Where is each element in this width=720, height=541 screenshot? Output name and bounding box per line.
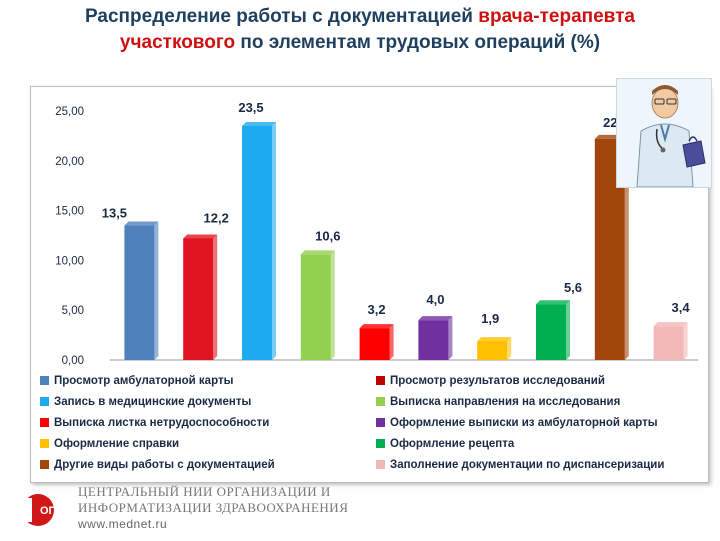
org-name: ЦЕНТРАЛЬНЫЙ НИИ ОРГАНИЗАЦИИ И ИНФОРМАТИЗ… [78, 484, 348, 532]
legend-item: Выписка направления на исследования [376, 393, 620, 411]
bar-value-label: 1,9 [481, 311, 499, 326]
bar-front [242, 125, 272, 360]
bar-top [536, 300, 570, 305]
legend-label: Просмотр результатов исследований [390, 375, 605, 387]
legend-swatch [376, 376, 385, 385]
bar-value-label: 5,6 [564, 280, 582, 295]
bar-front [300, 254, 331, 360]
bar-value-label: 13,5 [102, 206, 127, 221]
legend-swatch [376, 460, 385, 469]
y-tick-label: 0,00 [62, 355, 84, 367]
bar-front [183, 238, 214, 360]
bar-top [300, 250, 335, 255]
bar-side [272, 121, 276, 360]
bar-value-label: 12,2 [204, 210, 229, 225]
legend-item: Заполнение документации по диспансеризац… [376, 456, 664, 474]
legend-swatch [40, 439, 49, 448]
y-tick-label: 15,00 [55, 206, 84, 218]
legend-item: Запись в медицинские документы [40, 393, 251, 411]
legend-swatch [376, 439, 385, 448]
bar [242, 121, 276, 360]
y-tick-label: 5,00 [62, 305, 84, 317]
title-accent-1: врача-терапевта [478, 6, 635, 27]
bar-front [477, 341, 508, 360]
bar-side [683, 322, 688, 360]
legend-item: Выписка листка нетрудоспособности [40, 414, 269, 432]
bar [124, 221, 159, 360]
org-name-line-1: ЦЕНТРАЛЬНЫЙ НИИ ОРГАНИЗАЦИИ И [78, 484, 331, 499]
bar-top [477, 337, 512, 342]
bar-chart: 0,00 5,00 10,00 15,00 20,00 25,00 13,5 12,2 23,… [55, 100, 698, 367]
legend-label: Заполнение документации по диспансеризац… [390, 459, 665, 471]
page-title: Распределение работы с документацией вра… [0, 4, 720, 56]
title-part-4: по элементам трудовых операций (%) [235, 32, 601, 53]
legend-swatch [376, 397, 385, 406]
title-part-1: Распределение работы с документацией [85, 6, 479, 27]
bar-value-label: 3,4 [672, 300, 691, 315]
legend-label: Другие виды работы с документацией [54, 459, 275, 471]
legend-label: Выписка листка нетрудоспособности [54, 417, 270, 429]
bar-top [183, 234, 218, 239]
title-accent-2: участкового [119, 32, 236, 53]
doctor-illustration [616, 78, 712, 188]
legend-item: Просмотр результатов исследований [376, 372, 605, 390]
bar-top [653, 322, 688, 327]
bar-top [359, 324, 394, 329]
legend-item: Оформление выписки из амбулаторной карты [376, 414, 658, 432]
bar-side [448, 316, 453, 360]
bar-value-label: 23,5 [238, 100, 263, 115]
y-tick-label: 25,00 [55, 106, 84, 118]
legend-swatch [40, 397, 49, 406]
bar-side [507, 337, 512, 360]
bar-value-label: 10,6 [315, 228, 340, 243]
bar [359, 324, 394, 360]
bar-front [536, 304, 566, 360]
bar-top [242, 121, 276, 126]
chart-data-labels: 13,512,223,510,63,24,01,95,622,23,4 [102, 100, 691, 326]
bar [536, 300, 570, 360]
chart-bars [124, 121, 688, 360]
legend-label: Оформление выписки из амбулаторной карты [390, 417, 658, 429]
legend-label: Оформление справки [54, 438, 180, 450]
bar-top [418, 316, 453, 321]
y-tick-label: 10,00 [55, 255, 84, 267]
legend-swatch [376, 418, 385, 427]
bar [418, 316, 453, 360]
bar-side [154, 221, 159, 360]
logo-text: ОПЗ [40, 505, 63, 517]
y-tick-label: 20,00 [55, 156, 84, 168]
bar-top [124, 221, 159, 226]
legend-item: Другие виды работы с документацией [40, 456, 275, 474]
bar [477, 337, 512, 360]
legend-swatch [40, 418, 49, 427]
legend-item: Оформление рецепта [376, 435, 514, 453]
legend-label: Оформление рецепта [390, 438, 515, 450]
bar-side [624, 134, 629, 360]
legend-swatch [40, 460, 49, 469]
legend-label: Просмотр амбулаторной карты [54, 375, 234, 387]
bar-side [389, 324, 394, 360]
legend-label: Запись в медицинские документы [54, 396, 252, 408]
legend-item: Просмотр амбулаторной карты [40, 372, 233, 390]
org-name-line-2: ИНФОРМАТИЗАЦИИ ЗДРАВООХРАНЕНИЯ [78, 500, 349, 515]
bar-value-label: 3,2 [368, 302, 386, 317]
bar [653, 322, 688, 360]
org-url[interactable]: www.mednet.ru [78, 517, 168, 531]
bar-value-label: 4,0 [426, 292, 444, 307]
bar-front [359, 328, 390, 360]
bar-side [330, 250, 335, 360]
legend-label: Выписка направления на исследования [390, 396, 621, 408]
bar-side [566, 300, 570, 360]
bar-front [653, 326, 684, 360]
bar-front [124, 225, 155, 360]
org-logo: ОПЗ [12, 486, 74, 536]
bar [300, 250, 335, 360]
legend-item: Оформление справки [40, 435, 179, 453]
bar-side [213, 234, 218, 360]
legend-swatch [40, 376, 49, 385]
bar-front [418, 320, 449, 360]
bar [183, 234, 218, 360]
